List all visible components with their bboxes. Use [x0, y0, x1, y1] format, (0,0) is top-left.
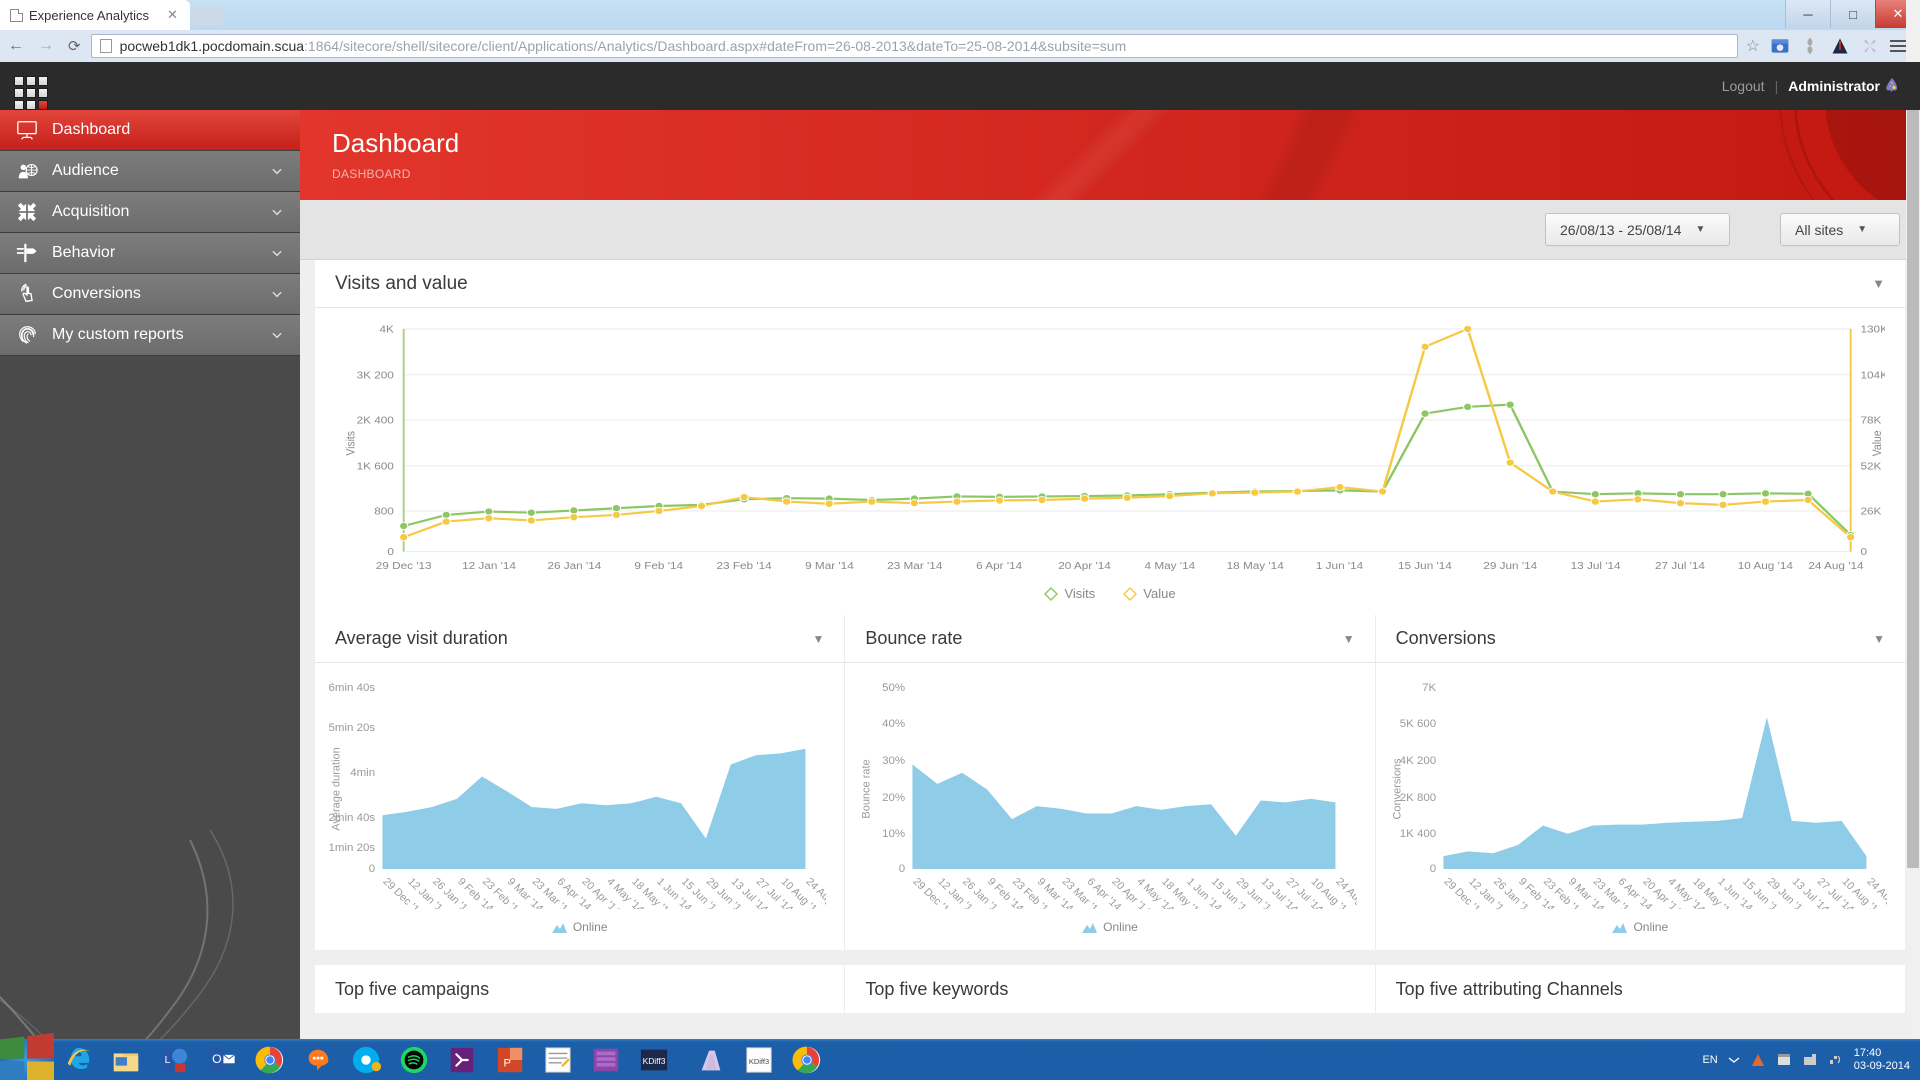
svg-text:800: 800 [374, 506, 394, 517]
svg-text:3K 200: 3K 200 [357, 370, 394, 381]
svg-text:18 May '14: 18 May '14 [1227, 561, 1284, 572]
svg-text:50%: 50% [882, 682, 905, 694]
svg-text:1K 400: 1K 400 [1399, 828, 1435, 840]
svg-text:4 May '14: 4 May '14 [1145, 561, 1196, 572]
svg-text:10 Aug '14: 10 Aug '14 [1738, 561, 1793, 572]
svg-text:5K 600: 5K 600 [1399, 718, 1435, 730]
svg-text:1K 600: 1K 600 [357, 461, 394, 472]
svg-text:4min: 4min [350, 767, 375, 779]
svg-text:KDiff3: KDiff3 [643, 1055, 666, 1065]
svg-text:26 Jan '14: 26 Jan '14 [547, 561, 601, 572]
svg-text:0: 0 [387, 547, 394, 558]
svg-text:29 Dec '13: 29 Dec '13 [376, 561, 432, 572]
svg-text:Conversions: Conversions [1391, 758, 1403, 819]
svg-text:Average duration: Average duration [330, 747, 342, 830]
svg-text:1 Jun '14: 1 Jun '14 [1316, 561, 1363, 572]
svg-text:23 Feb '14: 23 Feb '14 [716, 561, 771, 572]
svg-text:15 Jun '14: 15 Jun '14 [1398, 561, 1452, 572]
svg-text:9 Mar '14: 9 Mar '14 [805, 561, 854, 572]
svg-text:2K 400: 2K 400 [357, 415, 394, 426]
svg-text:30%: 30% [882, 755, 905, 767]
svg-text:0: 0 [1429, 863, 1435, 875]
svg-text:10%: 10% [882, 828, 905, 840]
svg-text:0: 0 [1860, 547, 1867, 558]
svg-text:27 Jul '14: 27 Jul '14 [1655, 561, 1705, 572]
svg-text:P: P [503, 1057, 511, 1069]
svg-text:20%: 20% [882, 792, 905, 804]
svg-text:2K 800: 2K 800 [1399, 792, 1435, 804]
svg-text:9 Feb '14: 9 Feb '14 [634, 561, 683, 572]
svg-text:40%: 40% [882, 718, 905, 730]
svg-text:29 Jun '14: 29 Jun '14 [1483, 561, 1537, 572]
svg-text:4K 200: 4K 200 [1399, 755, 1435, 767]
svg-text:Bounce rate: Bounce rate [861, 759, 873, 818]
svg-text:0: 0 [369, 863, 375, 875]
svg-text:1min 20s: 1min 20s [329, 842, 376, 854]
svg-text:7K: 7K [1422, 682, 1437, 694]
svg-text:26K: 26K [1860, 506, 1882, 517]
svg-text:20 Apr '14: 20 Apr '14 [1058, 561, 1111, 572]
svg-text:5min 20s: 5min 20s [329, 722, 376, 734]
svg-text:L: L [165, 1054, 171, 1065]
svg-text:23 Mar '14: 23 Mar '14 [887, 561, 942, 572]
svg-text:78K: 78K [1860, 415, 1882, 426]
svg-text:Value: Value [1872, 430, 1885, 456]
svg-text:24 Aug '14: 24 Aug '14 [1808, 561, 1863, 572]
svg-text:12 Jan '14: 12 Jan '14 [462, 561, 516, 572]
svg-text:Visits: Visits [345, 431, 358, 456]
svg-text:0: 0 [899, 863, 905, 875]
svg-text:O: O [212, 1051, 221, 1065]
svg-text:13 Jul '14: 13 Jul '14 [1571, 561, 1621, 572]
svg-text:6 Apr '14: 6 Apr '14 [976, 561, 1022, 572]
svg-text:104K: 104K [1860, 370, 1885, 381]
svg-text:130K: 130K [1860, 324, 1885, 335]
svg-text:4K: 4K [379, 324, 394, 335]
svg-text:52K: 52K [1860, 461, 1882, 472]
svg-text:6min 40s: 6min 40s [329, 682, 376, 694]
svg-text:KDiff3: KDiff3 [749, 1056, 769, 1065]
